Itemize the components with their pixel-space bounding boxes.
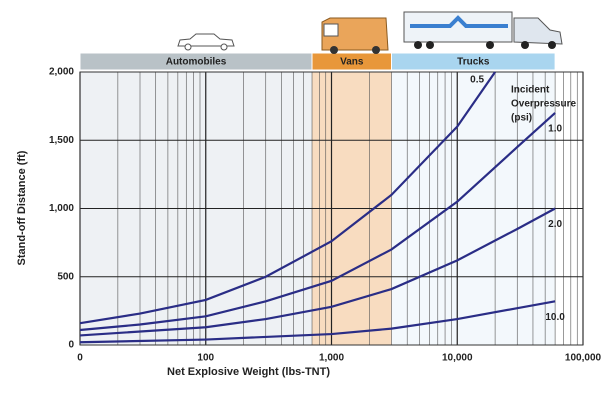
x-axis-title: Net Explosive Weight (lbs-TNT)	[167, 366, 330, 378]
series-label: 10.0	[545, 312, 565, 323]
van-icon	[322, 18, 388, 54]
series-label: 1.0	[548, 124, 562, 135]
x-tick-label: 0	[77, 353, 83, 364]
annotation: Overpressure	[511, 99, 576, 110]
x-tick-label: 100	[197, 353, 214, 364]
y-tick-label: 1,500	[49, 135, 74, 146]
x-tick-label: 1,000	[319, 353, 344, 364]
region-label: Vans	[340, 57, 364, 68]
region-label: Automobiles	[166, 57, 227, 68]
car-icon	[178, 34, 234, 50]
y-tick-label: 1,000	[49, 203, 74, 214]
x-tick-label: 10,000	[442, 353, 473, 364]
y-axis-title: Stand-off Distance (ft)	[16, 150, 28, 265]
annotation: Incident	[511, 85, 550, 96]
y-tick-label: 500	[57, 271, 74, 282]
y-tick-label: 0	[68, 340, 74, 351]
x-tick-label: 100,000	[565, 353, 602, 364]
annotation: (psi)	[511, 113, 532, 124]
series-label: 0.5	[470, 75, 484, 86]
region-label: Trucks	[457, 57, 490, 68]
series-label: 2.0	[548, 219, 562, 230]
chart: Automobiles Vans Trucks 0 100 1,000 10,000 100…	[0, 0, 611, 393]
y-tick-label: 2,000	[49, 67, 74, 78]
truck-icon	[404, 12, 562, 49]
